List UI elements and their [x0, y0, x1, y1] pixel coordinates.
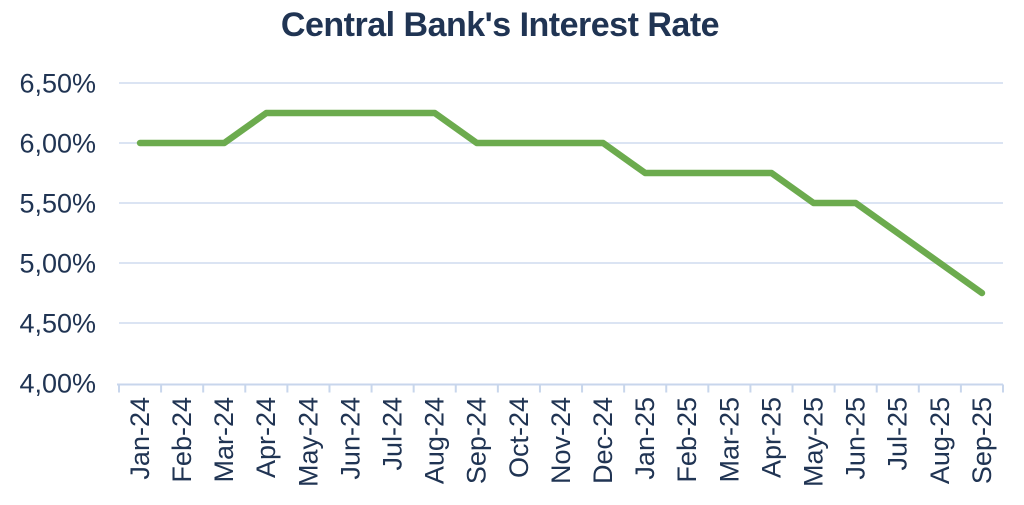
x-tick-label: Sep-25 — [967, 397, 997, 484]
x-tick-label: May-25 — [798, 397, 828, 487]
x-tick-label: Sep-24 — [462, 397, 492, 484]
chart-title: Central Bank's Interest Rate — [280, 6, 720, 44]
x-axis-labels: Jan-24 Feb-24 Mar-24 Apr-24 May-24 Jun-24 Jul-… — [125, 397, 997, 487]
x-tick-label: Jan-24 — [125, 397, 155, 480]
x-tick-label: Apr-25 — [756, 397, 786, 478]
y-tick-label: 4,50% — [19, 308, 96, 338]
x-tick-label: Nov-24 — [546, 397, 576, 484]
x-axis — [117, 383, 1004, 393]
x-tick-label: Dec-24 — [588, 397, 618, 484]
y-tick-label: 6,50% — [19, 68, 96, 98]
y-tick-label: 6,00% — [19, 128, 96, 158]
y-tick-label: 4,00% — [19, 368, 96, 398]
x-tick-label: Aug-24 — [420, 397, 450, 484]
y-tick-label: 5,00% — [19, 248, 96, 278]
x-tick-label: Jun-24 — [335, 397, 365, 480]
x-tick-label: Feb-24 — [167, 397, 197, 483]
x-tick-label: Jun-25 — [841, 397, 871, 480]
x-tick-label: Mar-25 — [714, 397, 744, 483]
interest-rate-series — [136, 109, 986, 297]
x-tick-label: Jul-24 — [378, 397, 408, 471]
x-tick-label: Aug-25 — [925, 397, 955, 484]
x-tick-label: Mar-24 — [209, 397, 239, 483]
x-tick-label: Apr-24 — [251, 397, 281, 478]
y-tick-label: 5,50% — [19, 188, 96, 218]
x-tick-label: Jan-25 — [630, 397, 660, 480]
gridlines — [119, 82, 1003, 324]
x-tick-label: Jul-25 — [883, 397, 913, 471]
x-tick-label: May-24 — [293, 397, 323, 487]
interest-rate-line — [136, 109, 986, 297]
x-tick-label: Oct-24 — [504, 397, 534, 478]
x-tick-label: Feb-25 — [672, 397, 702, 483]
y-axis-labels: 6,50% 6,00% 5,50% 5,00% 4,50% 4,00% — [19, 68, 96, 398]
